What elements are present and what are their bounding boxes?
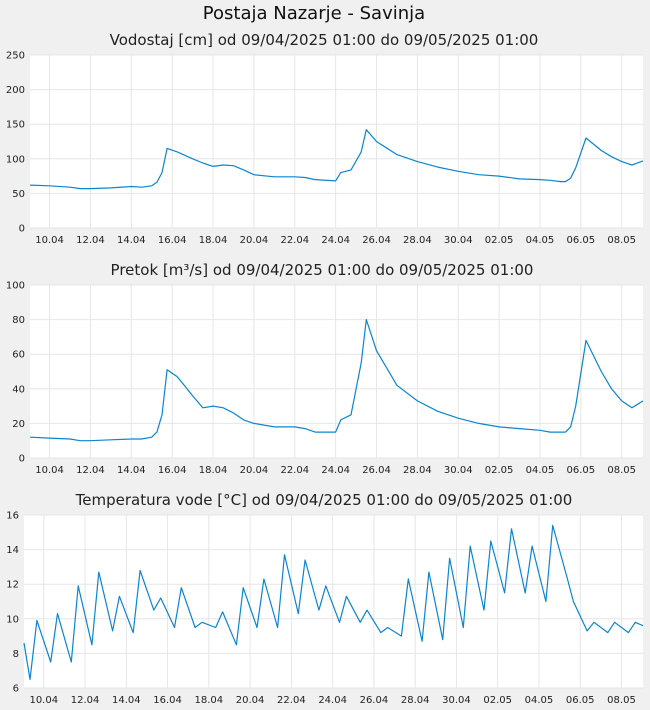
water-level-x-tick-label: 30.04 bbox=[444, 235, 473, 246]
discharge-x-tick-label: 22.04 bbox=[280, 465, 309, 476]
discharge-x-tick-label: 24.04 bbox=[321, 465, 350, 476]
water-temperature-chart-title: Temperatura vode [°C] od 09/04/2025 01:0… bbox=[75, 491, 573, 509]
discharge-y-tick-label: 20 bbox=[12, 419, 25, 430]
discharge-x-tick-label: 30.04 bbox=[444, 465, 473, 476]
water-level-x-tick-label: 02.05 bbox=[485, 235, 514, 246]
discharge-x-tick-label: 28.04 bbox=[403, 465, 432, 476]
water-temperature-x-tick-label: 26.04 bbox=[360, 695, 389, 706]
water-temperature-y-tick-label: 14 bbox=[6, 545, 19, 556]
water-temperature-x-tick-label: 20.04 bbox=[236, 695, 265, 706]
water-level-x-tick-label: 28.04 bbox=[403, 235, 432, 246]
water-level-x-tick-label: 04.05 bbox=[526, 235, 555, 246]
discharge-chart: 0 20 40 60 80 100 10.04 12.04 14.04 16.04 18.04 20.… bbox=[6, 281, 644, 476]
water-temperature-x-tick-label: 28.04 bbox=[401, 695, 430, 706]
water-temperature-x-tick-label: 22.04 bbox=[277, 695, 306, 706]
water-level-series-line bbox=[29, 129, 644, 190]
water-level-y-tick-label: 50 bbox=[12, 189, 25, 200]
discharge-x-tick-label: 18.04 bbox=[199, 465, 228, 476]
water-temperature-x-tick-label: 30.04 bbox=[442, 695, 471, 706]
water-level-y-tick-label: 0 bbox=[19, 224, 25, 235]
water-level-x-tick-label: 18.04 bbox=[199, 235, 228, 246]
water-level-x-tick-label: 26.04 bbox=[362, 235, 391, 246]
water-temperature-y-tick-label: 16 bbox=[6, 511, 19, 522]
water-level-x-tick-label: 12.04 bbox=[76, 235, 105, 246]
water-level-y-tick-label: 200 bbox=[6, 85, 25, 96]
discharge-x-tick-label: 26.04 bbox=[362, 465, 391, 476]
discharge-chart-title: Pretok [m³/s] od 09/04/2025 01:00 do 09/… bbox=[111, 261, 534, 279]
water-level-x-tick-label: 22.04 bbox=[280, 235, 309, 246]
water-temperature-x-tick-label: 12.04 bbox=[71, 695, 100, 706]
discharge-x-tick-label: 10.04 bbox=[35, 465, 64, 476]
water-level-y-tick-label: 150 bbox=[6, 120, 25, 131]
discharge-y-tick-label: 100 bbox=[6, 281, 25, 292]
discharge-y-tick-label: 40 bbox=[12, 384, 25, 395]
water-level-x-tick-label: 08.05 bbox=[607, 235, 636, 246]
water-level-x-tick-label: 10.04 bbox=[35, 235, 64, 246]
water-level-x-tick-label: 14.04 bbox=[117, 235, 146, 246]
water-level-chart-title: Vodostaj [cm] od 09/04/2025 01:00 do 09/… bbox=[110, 31, 539, 49]
water-level-x-tick-label: 16.04 bbox=[158, 235, 187, 246]
water-temperature-x-tick-label: 06.05 bbox=[566, 695, 595, 706]
water-level-x-tick-label: 24.04 bbox=[321, 235, 350, 246]
page-title: Postaja Nazarje - Savinja bbox=[203, 3, 425, 24]
water-temperature-x-tick-label: 02.05 bbox=[483, 695, 512, 706]
water-temperature-y-tick-label: 8 bbox=[13, 649, 19, 660]
discharge-y-tick-label: 60 bbox=[12, 350, 25, 361]
water-level-y-tick-label: 250 bbox=[6, 51, 25, 62]
water-temperature-x-tick-label: 16.04 bbox=[153, 695, 182, 706]
water-temperature-x-tick-label: 04.05 bbox=[525, 695, 554, 706]
discharge-x-tick-label: 06.05 bbox=[567, 465, 596, 476]
discharge-x-tick-label: 12.04 bbox=[76, 465, 105, 476]
water-level-y-tick-label: 100 bbox=[6, 154, 25, 165]
water-temperature-x-tick-label: 10.04 bbox=[29, 695, 58, 706]
discharge-x-tick-label: 08.05 bbox=[607, 465, 636, 476]
water-temperature-x-tick-label: 08.05 bbox=[607, 695, 636, 706]
water-temperature-x-tick-label: 24.04 bbox=[318, 695, 347, 706]
discharge-y-tick-label: 0 bbox=[19, 454, 25, 465]
water-level-x-tick-label: 20.04 bbox=[240, 235, 269, 246]
discharge-x-tick-label: 02.05 bbox=[485, 465, 514, 476]
water-temperature-y-tick-label: 10 bbox=[6, 614, 19, 625]
discharge-series-line bbox=[29, 319, 644, 442]
discharge-x-tick-label: 16.04 bbox=[158, 465, 187, 476]
water-temperature-y-tick-label: 12 bbox=[6, 580, 19, 591]
discharge-x-tick-label: 04.05 bbox=[526, 465, 555, 476]
discharge-x-tick-label: 20.04 bbox=[240, 465, 269, 476]
water-level-x-tick-label: 06.05 bbox=[567, 235, 596, 246]
water-level-chart: 0 50 100 150 200 250 10.04 12.04 14.04 16.04 18.04… bbox=[6, 51, 644, 246]
water-level-plot-area bbox=[30, 55, 643, 228]
water-temperature-y-tick-label: 6 bbox=[13, 684, 19, 695]
water-temperature-plot-area bbox=[24, 515, 643, 688]
discharge-x-tick-label: 14.04 bbox=[117, 465, 146, 476]
discharge-y-tick-label: 80 bbox=[12, 315, 25, 326]
water-temperature-chart: 6 8 10 12 14 16 10.04 12.04 14.04 16.04 18.04 20.04… bbox=[6, 511, 644, 706]
water-temperature-series-line bbox=[23, 524, 644, 681]
water-temperature-x-tick-label: 18.04 bbox=[195, 695, 224, 706]
water-temperature-x-tick-label: 14.04 bbox=[112, 695, 141, 706]
